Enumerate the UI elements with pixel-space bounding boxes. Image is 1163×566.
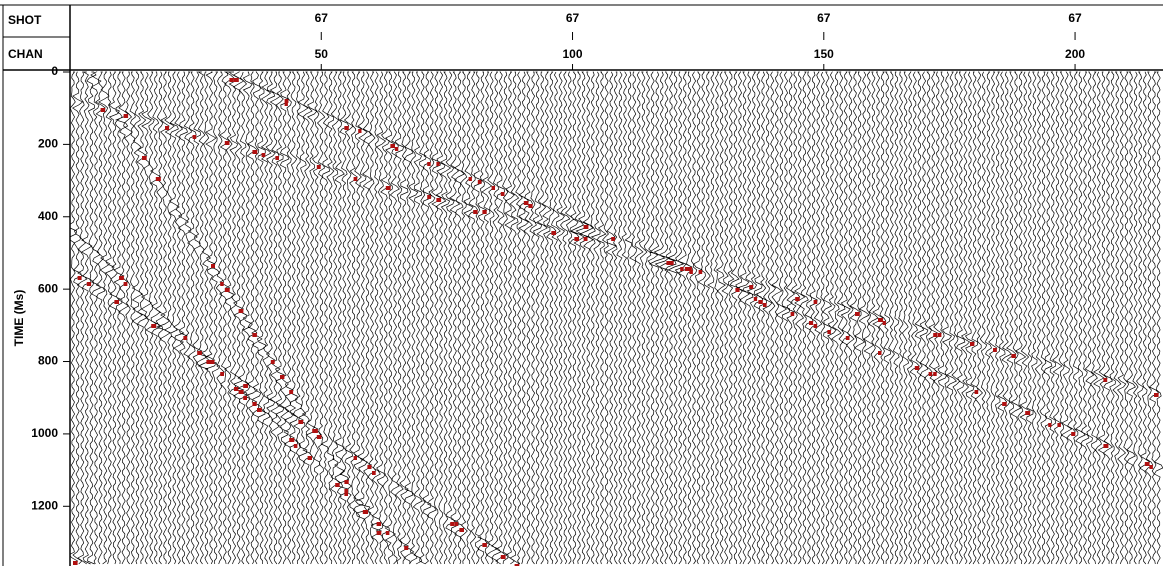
x-tick-label: 200 [1065,47,1085,61]
y-tick-label: 1200 [31,498,58,512]
axis-background [0,70,70,566]
header-label: CHAN [8,47,43,61]
x-tick-label: 50 [315,47,329,61]
shot-label: 67 [566,11,580,25]
trace-texture [68,71,1163,566]
y-axis-label: TIME (Ms) [12,290,26,347]
header-label: SHOT [8,13,42,27]
shot-label: 67 [817,11,831,25]
y-tick-label: 800 [38,354,58,368]
header-background [0,0,1163,70]
shot-label: 67 [315,11,329,25]
trace-wiggles [68,71,1163,565]
y-tick-label: 0 [51,64,58,78]
y-tick-label: 600 [38,281,58,295]
y-tick-label: 200 [38,137,58,151]
x-tick-label: 150 [814,47,834,61]
y-tick-label: 1000 [31,426,58,440]
shot-label: 67 [1068,11,1082,25]
x-tick-label: 100 [563,47,583,61]
y-tick-label: 400 [38,209,58,223]
